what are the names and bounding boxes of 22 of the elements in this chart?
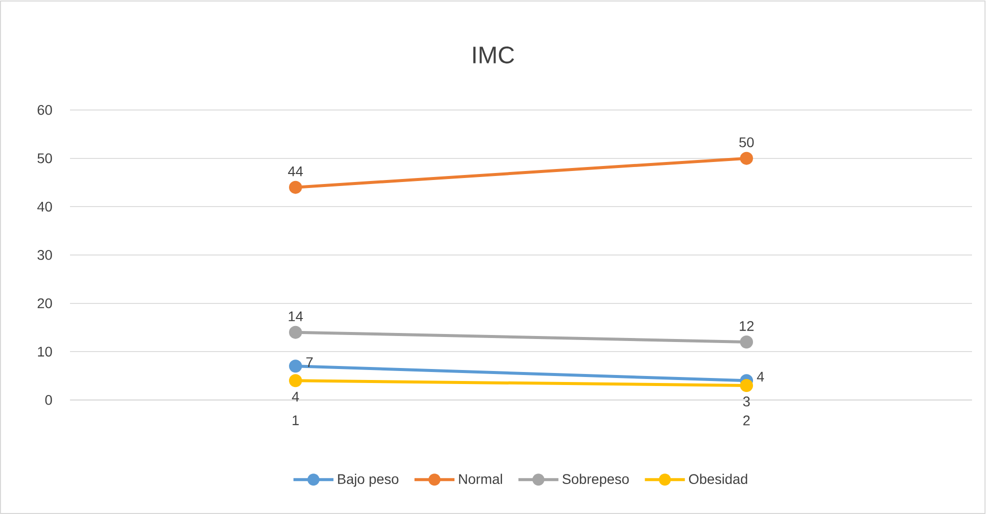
legend-label: Sobrepeso bbox=[562, 474, 629, 487]
data-label: 7 bbox=[306, 357, 313, 367]
data-label: 44 bbox=[288, 166, 303, 176]
legend-label: Obesidad bbox=[689, 474, 748, 484]
y-tick-label: 40 bbox=[37, 202, 52, 212]
data-label: 4 bbox=[756, 372, 764, 382]
y-tick-label: 60 bbox=[38, 105, 52, 115]
data-label: 12 bbox=[740, 321, 754, 331]
data-label: 14 bbox=[288, 312, 303, 322]
legend-label: Bajo peso bbox=[338, 474, 398, 487]
y-tick-label: 0 bbox=[45, 395, 52, 405]
x-tick-label: 2 bbox=[743, 415, 750, 426]
y-tick-label: 50 bbox=[38, 153, 52, 164]
data-label: 50 bbox=[739, 137, 754, 148]
y-tick-label: 20 bbox=[38, 298, 52, 308]
data-label: 3 bbox=[743, 396, 750, 406]
y-tick-label: 30 bbox=[38, 250, 52, 260]
y-tick-label: 10 bbox=[38, 346, 52, 357]
legend-label: Normal bbox=[459, 474, 502, 484]
chart-title: IMC bbox=[473, 46, 514, 64]
data-label: 4 bbox=[292, 392, 299, 402]
x-tick-label: 1 bbox=[292, 416, 299, 426]
